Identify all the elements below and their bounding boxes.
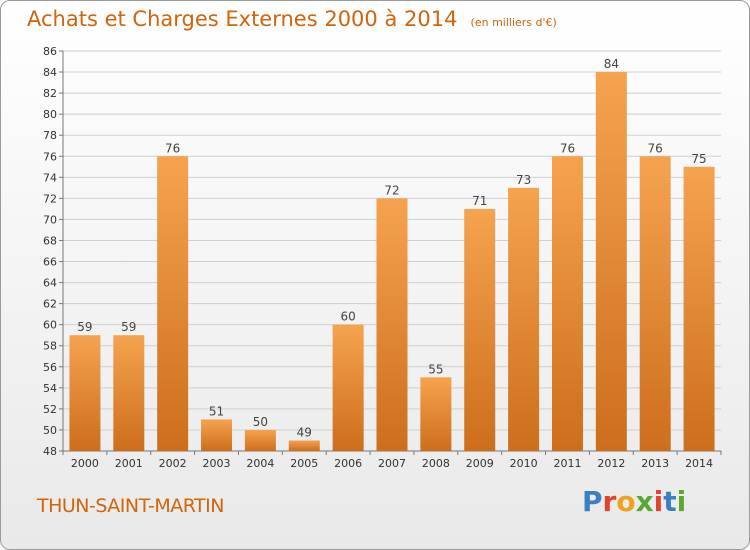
data-label: 55 <box>428 362 443 376</box>
chart-subtitle: (en milliers d'€) <box>470 16 557 29</box>
bar <box>376 198 408 451</box>
y-tick-label: 50 <box>43 424 57 437</box>
x-tick-label: 2003 <box>203 457 231 470</box>
logo-letter: r <box>602 485 617 518</box>
bar <box>508 187 540 451</box>
y-tick-label: 74 <box>43 171 57 184</box>
data-label: 60 <box>340 310 355 324</box>
data-label: 75 <box>691 152 706 166</box>
data-label: 76 <box>648 141 663 155</box>
y-tick-label: 64 <box>43 277 57 290</box>
bar <box>157 156 189 451</box>
y-tick-label: 84 <box>43 66 57 79</box>
logo-letter: i <box>676 485 687 518</box>
label-layer: 59 59 76 51 50 49 60 72 55 71 73 76 84 76 75 <box>77 57 706 439</box>
logo-letter: P <box>582 485 603 518</box>
x-tick-label: 2004 <box>246 457 274 470</box>
y-tick-label: 78 <box>43 129 57 142</box>
x-tick-label: 2006 <box>334 457 362 470</box>
x-tick-label: 2014 <box>685 457 713 470</box>
y-tick-label: 58 <box>43 340 57 353</box>
x-tick-label: 2001 <box>115 457 143 470</box>
data-label: 73 <box>516 173 531 187</box>
bar <box>551 156 583 451</box>
x-tick-label: 2010 <box>510 457 538 470</box>
data-label: 71 <box>472 194 487 208</box>
data-label: 49 <box>297 425 312 439</box>
data-label: 50 <box>253 415 268 429</box>
data-label: 76 <box>165 141 180 155</box>
x-tick-label: 2009 <box>466 457 494 470</box>
y-tick-label: 62 <box>43 298 57 311</box>
data-label: 59 <box>77 320 92 334</box>
data-label: 76 <box>560 141 575 155</box>
y-tick-label: 70 <box>43 213 57 226</box>
title-row: Achats et Charges Externes 2000 à 2014 (… <box>27 7 557 31</box>
data-label: 59 <box>121 320 136 334</box>
bar <box>683 166 715 451</box>
y-tick-label: 52 <box>43 403 57 416</box>
logo-letter: i <box>653 485 664 518</box>
y-tick-label: 60 <box>43 319 57 332</box>
x-tick-label: 2013 <box>641 457 669 470</box>
logo-letter: t <box>663 485 677 518</box>
bar <box>201 419 233 451</box>
y-tick-label: 54 <box>43 382 57 395</box>
bar <box>332 324 364 451</box>
bar <box>69 335 101 451</box>
data-label: 84 <box>604 57 619 71</box>
bar <box>420 377 452 451</box>
x-tick-label: 2000 <box>71 457 99 470</box>
bar <box>113 335 145 451</box>
y-tick-label: 86 <box>43 45 57 58</box>
logo-letter: o <box>616 485 636 518</box>
bar <box>244 429 276 451</box>
y-tick-label: 80 <box>43 108 57 121</box>
y-tick-label: 66 <box>43 256 57 269</box>
data-label: 51 <box>209 404 224 418</box>
bar-layer <box>69 72 715 451</box>
proxiti-logo[interactable]: Proxiti <box>582 485 686 518</box>
x-tick-label: 2011 <box>553 457 581 470</box>
y-tick-label: 72 <box>43 192 57 205</box>
bar <box>639 156 671 451</box>
y-tick-label: 68 <box>43 234 57 247</box>
x-tick-label: 2002 <box>159 457 187 470</box>
commune-name: THUN-SAINT-MARTIN <box>37 495 224 517</box>
chart-title: Achats et Charges Externes 2000 à 2014 <box>27 7 458 31</box>
y-tick-label: 82 <box>43 87 57 100</box>
y-tick-label: 56 <box>43 361 57 374</box>
logo-letter: x <box>635 485 654 518</box>
x-tick-label: 2005 <box>290 457 318 470</box>
x-tick-label: 2007 <box>378 457 406 470</box>
bar <box>464 208 496 451</box>
data-label: 72 <box>384 183 399 197</box>
x-tick-label: 2008 <box>422 457 450 470</box>
x-tick-label: 2012 <box>597 457 625 470</box>
bar <box>595 72 627 451</box>
y-tick-label: 48 <box>43 445 57 458</box>
bar <box>288 440 320 451</box>
y-tick-label: 76 <box>43 150 57 163</box>
